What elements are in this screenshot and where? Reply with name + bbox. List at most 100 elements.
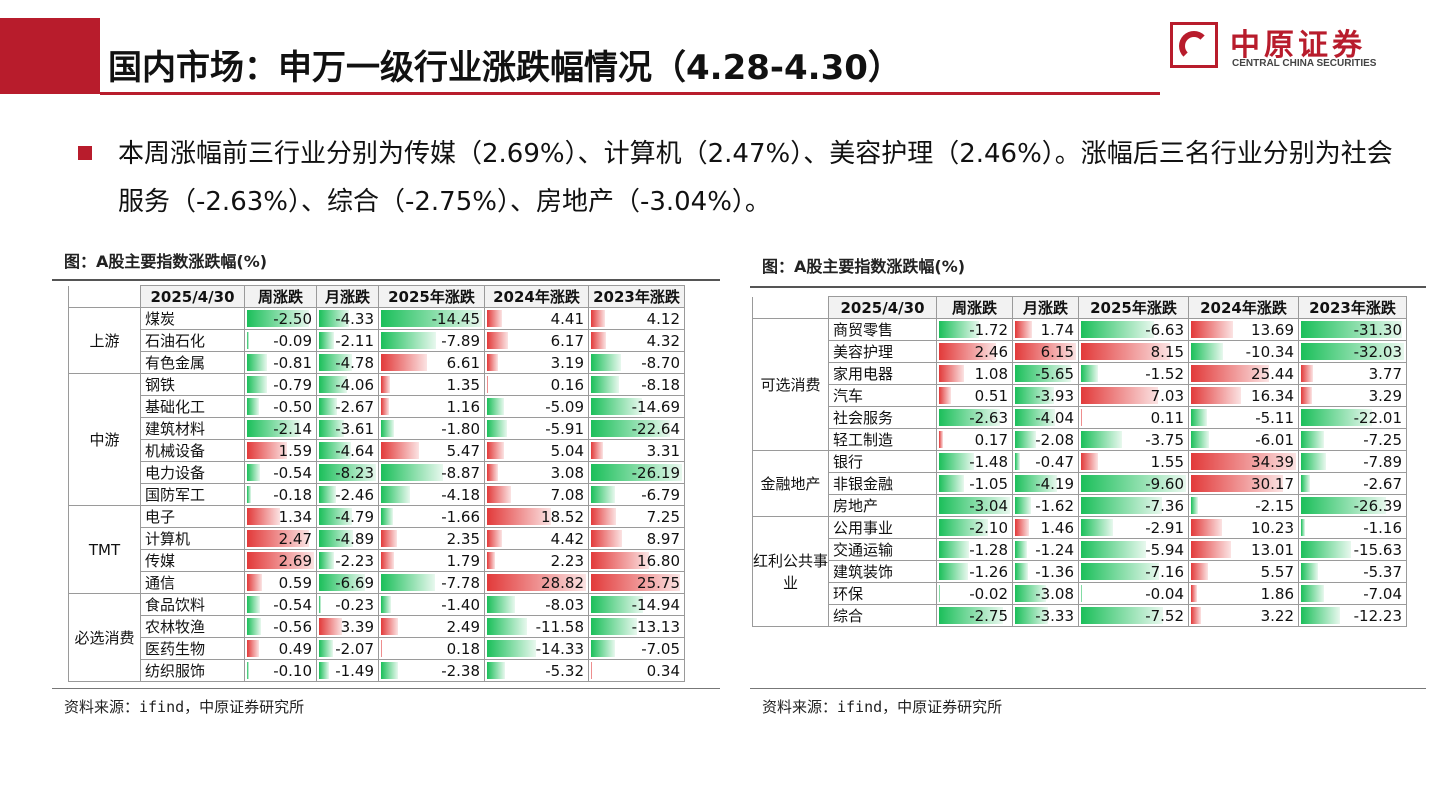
industry-name: 银行 xyxy=(828,450,937,473)
title-underline xyxy=(100,92,1160,95)
value-text: 6.61 xyxy=(446,353,480,372)
value-cell: -11.58 xyxy=(484,615,589,638)
value-cell: -2.14 xyxy=(244,417,317,440)
value-cell: -9.60 xyxy=(1078,472,1189,495)
value-cell: -32.03 xyxy=(1298,340,1407,363)
value-cell: -7.52 xyxy=(1078,604,1189,627)
data-bar xyxy=(319,332,334,349)
industry-name: 商贸零售 xyxy=(828,318,937,341)
industry-name: 环保 xyxy=(828,582,937,605)
value-cell: 34.39 xyxy=(1188,450,1299,473)
value-text: -26.19 xyxy=(631,463,680,482)
data-bar xyxy=(1015,343,1076,360)
table-row: 传媒 2.69 -2.23 1.79 2.23 16.80 xyxy=(69,549,685,572)
data-bar xyxy=(319,530,353,547)
value-text: -0.18 xyxy=(273,485,312,504)
value-cell: 13.01 xyxy=(1188,538,1299,561)
column-header: 2023年涨跌 xyxy=(588,285,685,308)
value-text: 2.35 xyxy=(446,529,480,548)
value-cell: 0.17 xyxy=(936,428,1013,451)
value-cell: 18.52 xyxy=(484,505,589,528)
value-text: 6.17 xyxy=(550,331,584,350)
data-bar xyxy=(381,486,411,503)
industry-name: 非银金融 xyxy=(828,472,937,495)
value-cell: -4.04 xyxy=(1012,406,1079,429)
data-bar xyxy=(1301,321,1402,338)
table-row: 通信 0.59 -6.69 -7.78 28.82 25.75 xyxy=(69,571,685,594)
data-bar xyxy=(939,365,965,382)
right-figure-source: 资料来源：ifind，中原证券研究所 xyxy=(762,698,1003,716)
value-text: -1.26 xyxy=(969,562,1008,581)
value-text: -5.11 xyxy=(1255,408,1294,427)
value-text: -2.75 xyxy=(969,606,1008,625)
industry-name: 煤炭 xyxy=(140,307,245,330)
value-text: -7.89 xyxy=(441,331,480,350)
data-bar xyxy=(1015,321,1033,338)
value-text: 3.19 xyxy=(550,353,584,372)
value-text: 5.47 xyxy=(446,441,480,460)
table-row: 中游 钢铁 -0.79 -4.06 1.35 0.16 -8.18 xyxy=(68,373,685,506)
value-text: -14.69 xyxy=(631,397,680,416)
value-cell: -14.94 xyxy=(588,593,685,616)
data-bar xyxy=(1191,343,1223,360)
value-cell: -7.04 xyxy=(1298,582,1407,605)
value-cell: -5.91 xyxy=(484,417,589,440)
value-text: 1.34 xyxy=(278,507,312,526)
value-text: 1.74 xyxy=(1040,320,1074,339)
data-bar xyxy=(247,640,260,657)
value-text: -12.23 xyxy=(1353,606,1402,625)
value-cell: -1.36 xyxy=(1012,560,1079,583)
column-header: 2025/4/30 xyxy=(828,296,937,319)
value-cell: -1.80 xyxy=(378,417,485,440)
value-text: -2.08 xyxy=(1035,430,1074,449)
value-text: -4.89 xyxy=(335,529,374,548)
value-cell: 4.42 xyxy=(484,527,589,550)
value-text: -4.79 xyxy=(335,507,374,526)
group-label: TMT xyxy=(68,505,141,594)
data-bar xyxy=(591,398,643,415)
value-text: 8.97 xyxy=(646,529,680,548)
value-text: -2.38 xyxy=(441,661,480,680)
data-bar xyxy=(319,618,343,635)
value-cell: 1.34 xyxy=(244,505,317,528)
value-cell: -2.08 xyxy=(1012,428,1079,451)
value-cell: 3.22 xyxy=(1188,604,1299,627)
value-text: -1.62 xyxy=(1035,496,1074,515)
data-bar xyxy=(487,354,498,371)
data-bar xyxy=(1081,431,1122,448)
data-bar xyxy=(591,640,616,657)
data-bar xyxy=(487,486,512,503)
data-bar xyxy=(247,530,309,547)
value-cell: -26.19 xyxy=(588,461,685,484)
value-text: -1.05 xyxy=(969,474,1008,493)
value-text: -8.23 xyxy=(335,463,374,482)
value-text: -8.70 xyxy=(641,353,680,372)
value-cell: -3.61 xyxy=(316,417,379,440)
data-bar xyxy=(247,464,261,481)
column-header: 月涨跌 xyxy=(1012,296,1079,319)
value-cell: 1.55 xyxy=(1078,450,1189,473)
value-cell: -2.67 xyxy=(316,395,379,418)
table-row: 社会服务 -2.63 -4.04 0.11 -5.11 -22.01 xyxy=(753,406,1407,429)
value-text: -6.63 xyxy=(1145,320,1184,339)
data-bar xyxy=(319,354,353,371)
value-cell: 0.16 xyxy=(484,373,589,396)
data-bar xyxy=(939,563,969,580)
value-text: 0.59 xyxy=(278,573,312,592)
value-text: -7.04 xyxy=(1363,584,1402,603)
value-text: 3.77 xyxy=(1368,364,1402,383)
value-cell: -5.09 xyxy=(484,395,589,418)
industry-name: 房地产 xyxy=(828,494,937,517)
industry-name: 轻工制造 xyxy=(828,428,937,451)
table-row: 综合 -2.75 -3.33 -7.52 3.22 -12.23 xyxy=(753,604,1407,627)
data-bar xyxy=(1081,321,1154,338)
value-cell: 6.15 xyxy=(1012,340,1079,363)
value-text: -5.37 xyxy=(1363,562,1402,581)
value-cell: 1.35 xyxy=(378,373,485,396)
industry-name: 美容护理 xyxy=(828,340,937,363)
data-bar xyxy=(1301,497,1386,514)
table-row: 可选消费 商贸零售 -1.72 1.74 -6.63 13.69 -31.30 xyxy=(752,318,1407,451)
value-cell: -1.49 xyxy=(316,659,379,682)
value-cell: 0.49 xyxy=(244,637,317,660)
industry-name: 农林牧渔 xyxy=(140,615,245,638)
